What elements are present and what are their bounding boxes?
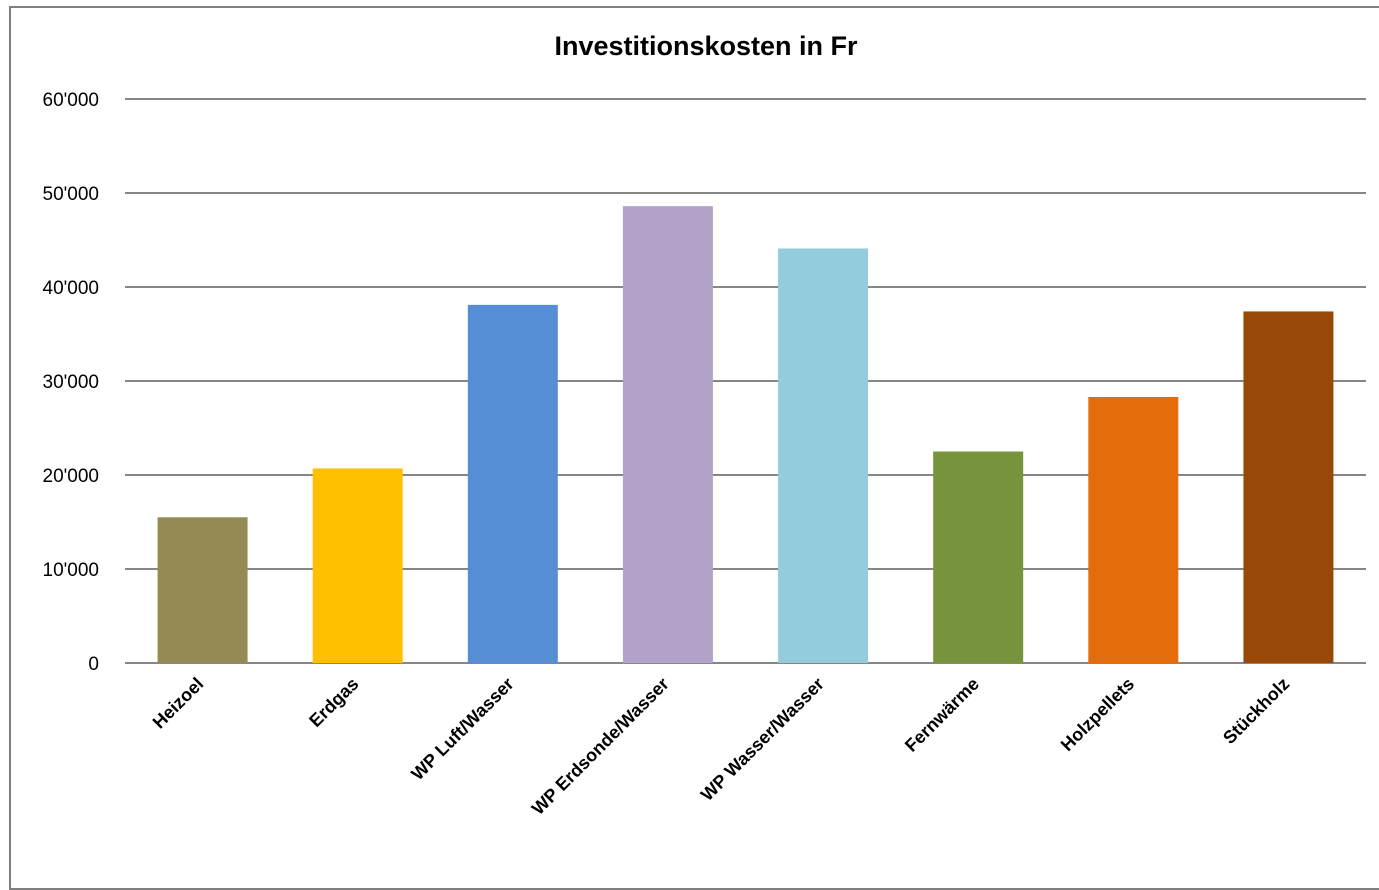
x-tick-label: WP Luft/Wasser: [407, 674, 517, 784]
bar-3: [467, 304, 558, 663]
bar-7: [1088, 396, 1179, 663]
bar-4: [622, 206, 713, 663]
x-axis-tick-labels: Heizoel Erdgas WP Luft/Wasser WP Erdsonde/W…: [149, 674, 1294, 819]
x-tick-label: Holzpellets: [1057, 674, 1138, 755]
bar-8: [1243, 311, 1334, 663]
y-tick-label: 40'000: [43, 278, 99, 299]
x-tick-label: WP Erdsonde/Wasser: [528, 674, 673, 819]
x-tick-label: Erdgas: [305, 674, 362, 731]
x-tick-label: Stückholz: [1219, 674, 1293, 748]
bar-6: [933, 451, 1024, 663]
chart-title: Investitionskosten in Fr: [554, 31, 858, 61]
y-tick-label: 0: [88, 654, 99, 675]
x-tick-label: WP Wasser/Wasser: [697, 674, 828, 805]
bar-1: [157, 517, 248, 663]
y-tick-label: 30'000: [43, 372, 99, 393]
y-tick-label: 10'000: [43, 560, 99, 581]
x-tick-label: Heizoel: [149, 674, 208, 733]
bar-5: [778, 248, 869, 663]
x-tick-label: Fernwärme: [901, 674, 983, 756]
y-tick-label: 50'000: [43, 184, 99, 205]
y-axis-tick-labels: 0 10'000 20'000 30'000 40'000 50'000 60'000: [43, 90, 99, 675]
y-tick-label: 60'000: [43, 90, 99, 111]
y-tick-label: 20'000: [43, 466, 99, 487]
gridlines: [125, 98, 1366, 664]
bar-2: [312, 468, 403, 663]
bars: [157, 206, 1334, 663]
